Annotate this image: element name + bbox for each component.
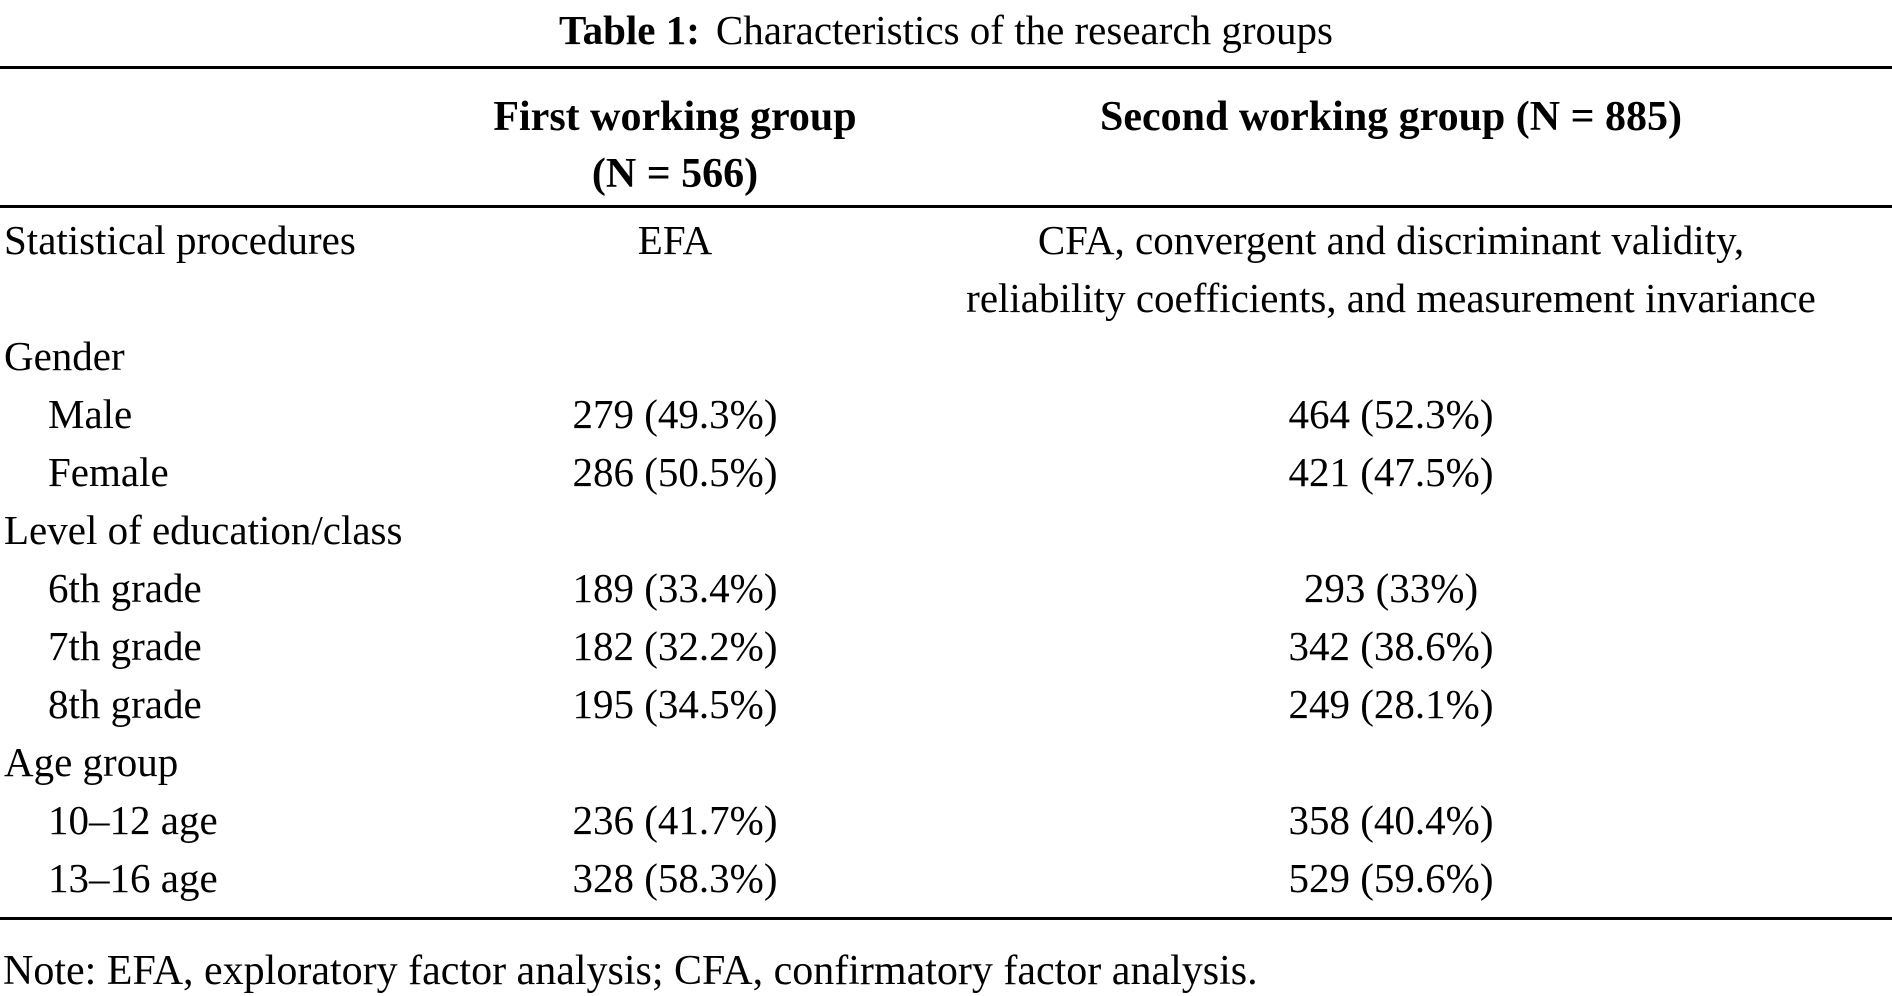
table-row: Female 286 (50.5%) 421 (47.5%): [0, 443, 1892, 501]
header-label-col: [0, 67, 460, 208]
table-header: First working group (N = 566) Second wor…: [0, 67, 1892, 208]
first-group-value: 195 (34.5%): [572, 681, 778, 727]
row-label: Male: [48, 391, 133, 437]
first-group-value: 279 (49.3%): [572, 391, 778, 437]
second-group-value: 529 (59.6%): [1288, 855, 1494, 901]
second-group-value: [890, 327, 1892, 385]
second-group-value: 421 (47.5%): [1288, 449, 1494, 495]
header-first-group: First working group (N = 566): [460, 67, 890, 208]
row-label: Gender: [4, 333, 125, 379]
table-row: Level of education/class: [0, 501, 1892, 559]
second-group-value: 464 (52.3%): [1288, 391, 1494, 437]
first-group-value: 328 (58.3%): [572, 855, 778, 901]
table-row: 13–16 age 328 (58.3%) 529 (59.6%): [0, 849, 1892, 919]
second-group-value: [890, 501, 1892, 559]
header-row: First working group (N = 566) Second wor…: [0, 67, 1892, 208]
table-caption: Table 1: Characteristics of the research …: [0, 0, 1892, 66]
table-row: Gender: [0, 327, 1892, 385]
first-group-value: 182 (32.2%): [572, 623, 778, 669]
header-second-group: Second working group (N = 885): [890, 67, 1892, 208]
row-label: Age group: [4, 739, 179, 785]
first-group-value: 189 (33.4%): [572, 565, 778, 611]
table-row: 6th grade 189 (33.4%) 293 (33%): [0, 559, 1892, 617]
table-caption-text: Characteristics of the research groups: [715, 7, 1333, 53]
row-label: Statistical procedures: [4, 217, 356, 263]
table-row: 10–12 age 236 (41.7%) 358 (40.4%): [0, 791, 1892, 849]
table-row: Age group: [0, 733, 1892, 791]
table-row: 7th grade 182 (32.2%) 342 (38.6%): [0, 617, 1892, 675]
second-group-value: 342 (38.6%): [1288, 623, 1494, 669]
row-label: 7th grade: [48, 623, 202, 669]
first-group-value: 236 (41.7%): [572, 797, 778, 843]
first-group-value: EFA: [637, 217, 713, 263]
characteristics-table: First working group (N = 566) Second wor…: [0, 66, 1892, 920]
row-label: 10–12 age: [48, 797, 218, 843]
first-group-value: [460, 501, 890, 559]
first-group-value: [460, 733, 890, 791]
row-label: 8th grade: [48, 681, 202, 727]
table-body: Statistical procedures EFA CFA, converge…: [0, 207, 1892, 919]
second-group-value: CFA, convergent and discriminant validit…: [966, 217, 1816, 321]
second-group-value: 293 (33%): [1303, 565, 1479, 611]
table-row: Statistical procedures EFA CFA, converge…: [0, 207, 1892, 328]
table-row: Male 279 (49.3%) 464 (52.3%): [0, 385, 1892, 443]
first-group-value: 286 (50.5%): [572, 449, 778, 495]
table-caption-label: Table 1:: [559, 7, 700, 53]
row-label: 6th grade: [48, 565, 202, 611]
row-label: Level of education/class: [4, 507, 403, 553]
row-label: 13–16 age: [48, 855, 218, 901]
row-label: Female: [48, 449, 169, 495]
second-group-value: 358 (40.4%): [1288, 797, 1494, 843]
table-footnote: Note: EFA, exploratory factor analysis; …: [3, 948, 1258, 994]
second-group-value: 249 (28.1%): [1288, 681, 1494, 727]
first-group-value: [460, 327, 890, 385]
second-group-value: [890, 733, 1892, 791]
table-row: 8th grade 195 (34.5%) 249 (28.1%): [0, 675, 1892, 733]
